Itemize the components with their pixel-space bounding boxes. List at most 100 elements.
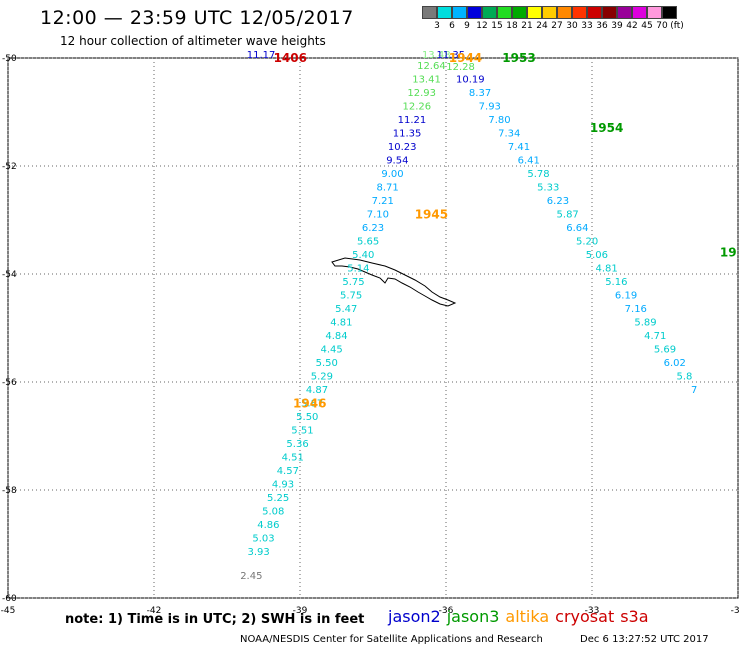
swh-value-label: 7.10 — [367, 209, 389, 220]
swh-value-label: 11.17 — [247, 50, 276, 61]
color-scale-label: 39 — [611, 21, 623, 31]
satellite-legend: jason2 jason3 altika cryosat s3a — [388, 607, 655, 626]
swh-value-label: 8.71 — [376, 182, 398, 193]
swh-value-label: 7.80 — [488, 115, 510, 126]
pass-time-label: 1406 — [274, 51, 307, 65]
color-scale-swatch — [662, 6, 677, 19]
pass-time-label: 1953 — [502, 51, 535, 65]
color-scale-label: 18 — [506, 21, 518, 31]
swh-value-label: 6.64 — [566, 223, 588, 234]
swh-value-label: 12.28 — [446, 62, 475, 73]
swh-value-label: 6.19 — [615, 290, 637, 301]
swh-value-label: 5.40 — [352, 250, 374, 261]
color-scale-swatch — [482, 6, 497, 19]
swh-value-label: 6.23 — [362, 223, 384, 234]
color-scale-label: (ft) — [670, 21, 684, 31]
swh-value-label: 5.16 — [605, 277, 627, 288]
swh-color-scale-labels: 3 6 9 12 15 18 21 24 27 30 33 36 39 42 45 70 (ft) — [422, 21, 740, 33]
color-scale-swatch — [617, 6, 632, 19]
swh-value-label: 4.81 — [330, 317, 352, 328]
color-scale-label: 21 — [521, 21, 533, 31]
swh-value-label: 4.45 — [321, 344, 343, 355]
map-subtitle: 12 hour collection of altimeter wave hei… — [60, 34, 326, 48]
color-scale-swatch — [497, 6, 512, 19]
y-tick-label: -52 — [2, 162, 17, 172]
swh-value-label: 5.03 — [252, 533, 274, 544]
swh-value-label: 7.41 — [508, 142, 530, 153]
swh-value-label: 12.26 — [402, 101, 431, 112]
swh-value-label: 5.69 — [654, 344, 676, 355]
color-scale-swatch — [452, 6, 467, 19]
swh-value-label: 4.71 — [644, 331, 666, 342]
color-scale-swatch — [602, 6, 617, 19]
swh-value-label: 12.64 — [417, 61, 446, 72]
swh-value-label: 5.75 — [342, 277, 364, 288]
legend-item-s3a: s3a — [620, 607, 649, 626]
x-tick-label: -42 — [147, 606, 162, 616]
pass-time-label: 19 — [720, 245, 737, 259]
y-tick-label: -60 — [2, 594, 17, 604]
swh-value-label: 7.21 — [372, 196, 394, 207]
swh-value-label: 4.93 — [272, 479, 294, 490]
color-scale-label: 27 — [551, 21, 563, 31]
color-scale-label: 12 — [476, 21, 488, 31]
swh-value-label: 11.35 — [437, 50, 466, 61]
x-tick-label: -45 — [1, 606, 16, 616]
color-scale-label: 6 — [449, 21, 455, 31]
pass-time-label: 1954 — [590, 121, 623, 135]
swh-value-label: 3.93 — [248, 547, 270, 558]
swh-value-label: 5.14 — [347, 263, 369, 274]
swh-value-label: 9.00 — [381, 169, 403, 180]
credit-text: NOAA/NESDIS Center for Satellite Applica… — [240, 634, 543, 645]
map-frame — [7, 57, 739, 599]
swh-value-label: 4.81 — [595, 263, 617, 274]
color-scale-label: 30 — [566, 21, 578, 31]
swh-value-label: 5.20 — [576, 236, 598, 247]
pass-time-label: 1946 — [293, 397, 326, 411]
swh-value-label: 2.45 — [240, 571, 262, 582]
x-tick-label: -30 — [731, 606, 740, 616]
color-scale-label: 3 — [434, 21, 440, 31]
swh-value-label: 7 — [691, 385, 697, 396]
swh-value-label: 4.87 — [306, 385, 328, 396]
legend-item-altika: altika — [505, 607, 550, 626]
color-scale-swatch — [512, 6, 527, 19]
pass-time-label: 1945 — [415, 208, 448, 222]
color-scale-swatch — [467, 6, 482, 19]
x-tick-label: -36 — [439, 606, 454, 616]
color-scale-label: 70 — [656, 21, 668, 31]
pass-time-label: 1944 — [449, 51, 482, 65]
color-scale-label: 42 — [626, 21, 638, 31]
swh-value-label: 5.8 — [677, 371, 693, 382]
color-scale-swatch — [437, 6, 452, 19]
swh-value-label: 11.21 — [398, 115, 427, 126]
swh-value-label: 5.89 — [634, 317, 656, 328]
swh-value-label: 5.87 — [301, 398, 323, 409]
swh-value-label: 5.78 — [527, 169, 549, 180]
color-scale-label: 24 — [536, 21, 548, 31]
swh-value-label: 6.41 — [518, 155, 540, 166]
swh-value-label: 13.41 — [412, 74, 441, 85]
swh-value-label: 6.02 — [664, 358, 686, 369]
swh-value-label: 5.47 — [335, 304, 357, 315]
swh-value-label: 5.06 — [586, 250, 608, 261]
color-scale-swatch — [557, 6, 572, 19]
swh-value-label: 10.19 — [456, 74, 485, 85]
legend-item-jason2: jason2 — [388, 607, 441, 626]
swh-value-label: 5.25 — [267, 493, 289, 504]
swh-value-label: 13.48 — [422, 50, 451, 61]
x-tick-label: -39 — [293, 606, 308, 616]
swh-value-label: 4.51 — [282, 452, 304, 463]
color-scale-swatch — [527, 6, 542, 19]
color-scale-label: 36 — [596, 21, 608, 31]
x-tick-label: -33 — [585, 606, 600, 616]
swh-value-label: 9.54 — [386, 155, 408, 166]
generated-timestamp: Dec 6 13:27:52 UTC 2017 — [580, 634, 709, 645]
swh-value-label: 8.37 — [469, 88, 491, 99]
color-scale-label: 15 — [491, 21, 503, 31]
south-georgia-island-outline — [331, 257, 457, 307]
color-scale-label: 9 — [464, 21, 470, 31]
swh-value-label: 5.75 — [340, 290, 362, 301]
y-tick-label: -54 — [2, 270, 17, 280]
swh-value-label: 12.93 — [407, 88, 436, 99]
